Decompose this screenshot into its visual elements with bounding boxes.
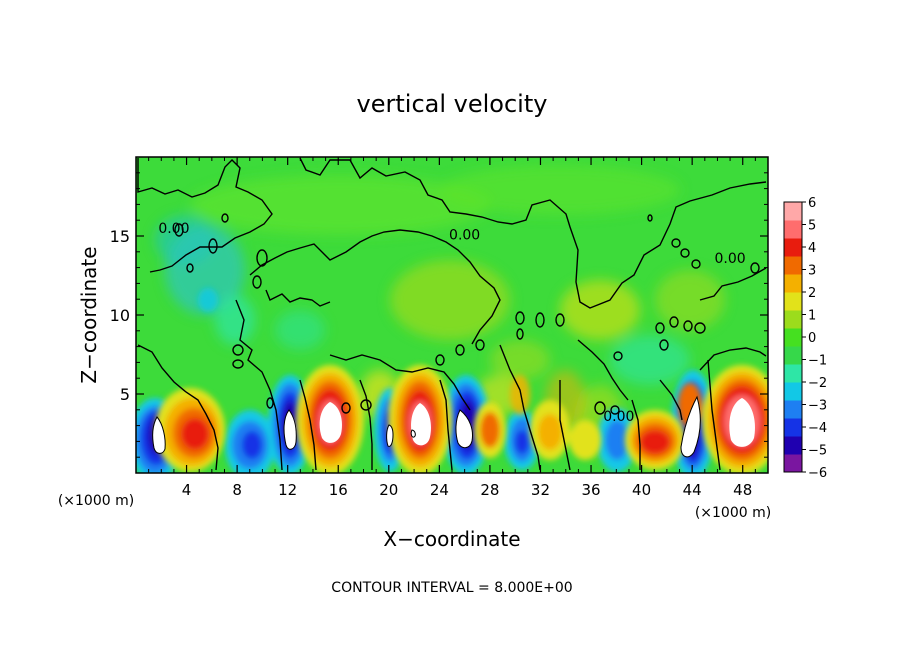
colorbar-swatch bbox=[784, 418, 802, 437]
colorbar-swatch bbox=[784, 274, 802, 293]
x-tick-label: 24 bbox=[430, 481, 449, 499]
colorbar-swatch bbox=[784, 310, 802, 329]
colorbar-swatch bbox=[784, 328, 802, 347]
x-tick-label: 28 bbox=[480, 481, 499, 499]
field-extremes bbox=[152, 395, 755, 458]
colorbar-swatch bbox=[784, 400, 802, 419]
y-tick-label: 15 bbox=[110, 227, 130, 246]
y-tick-label: 10 bbox=[110, 306, 130, 325]
colorbar-swatch bbox=[784, 238, 802, 257]
colorbar-swatch bbox=[784, 220, 802, 239]
colorbar-tick-label: −2 bbox=[808, 376, 827, 391]
x-axis: 4 8 12 16 20 24 28 32 36 40 44 48 bbox=[148, 157, 756, 499]
colorbar-tick-label: −3 bbox=[808, 399, 827, 414]
x-axis-label: X−coordinate bbox=[383, 527, 520, 551]
x-tick-label: 4 bbox=[182, 481, 192, 499]
colorbar-swatch bbox=[784, 256, 802, 275]
chart-title: vertical velocity bbox=[357, 90, 548, 118]
colorbar-swatch bbox=[784, 454, 802, 473]
zero-contour-lines bbox=[137, 157, 767, 471]
colorbar-swatch bbox=[784, 382, 802, 401]
colorbar-tick-label: 4 bbox=[808, 241, 816, 256]
y-axis-label: Z−coordinate bbox=[77, 246, 101, 383]
colorbar-tick-label: 5 bbox=[808, 219, 816, 234]
colorbar-tick-label: −1 bbox=[808, 354, 827, 369]
x-tick-label: 44 bbox=[683, 481, 702, 499]
colorbar-tick-label: 2 bbox=[808, 286, 816, 301]
contour-label: 0.00 bbox=[603, 409, 634, 425]
colorbar-tick-label: −5 bbox=[808, 444, 827, 459]
x-tick-label: 16 bbox=[329, 481, 348, 499]
colorbar-tick-label: −4 bbox=[808, 421, 827, 436]
colorbar-swatch bbox=[784, 292, 802, 311]
colorbar-swatch bbox=[784, 346, 802, 365]
contour-label: 0.00 bbox=[449, 227, 480, 243]
colorbar-tick-label: 6 bbox=[808, 196, 816, 211]
x-tick-label: 20 bbox=[379, 481, 398, 499]
colorbar-tick-label: 1 bbox=[808, 309, 816, 324]
colorbar-tick-label: 3 bbox=[808, 264, 816, 279]
y-unit-label: (×1000 m) bbox=[58, 493, 134, 509]
y-axis: 5 10 15 bbox=[110, 172, 768, 458]
contour-label: 0.00 bbox=[714, 251, 745, 267]
contour-labels: 0.00 0.00 0.00 0.00 bbox=[158, 221, 745, 425]
x-tick-label: 40 bbox=[632, 481, 651, 499]
colorbar-swatch bbox=[784, 436, 802, 455]
y-tick-label: 5 bbox=[120, 385, 130, 404]
x-tick-label: 32 bbox=[531, 481, 550, 499]
x-tick-label: 48 bbox=[733, 481, 752, 499]
colorbar-swatch bbox=[784, 202, 802, 221]
contour-interval-text: CONTOUR INTERVAL = 8.000E+00 bbox=[331, 580, 572, 596]
x-tick-label: 36 bbox=[581, 481, 600, 499]
x-tick-label: 12 bbox=[278, 481, 297, 499]
colorbar: 6 5 4 3 2 1 0 −1 −2 −3 −4 −5 −6 bbox=[783, 196, 827, 481]
colorbar-tick-label: 0 bbox=[808, 331, 816, 346]
x-unit-label: (×1000 m) bbox=[695, 505, 771, 521]
x-tick-label: 8 bbox=[232, 481, 242, 499]
plot-area: 0.00 0.00 0.00 0.00 bbox=[136, 157, 768, 473]
contour-label: 0.00 bbox=[158, 221, 189, 237]
colorbar-tick-label: −6 bbox=[808, 466, 827, 481]
colorbar-swatch bbox=[784, 364, 802, 383]
